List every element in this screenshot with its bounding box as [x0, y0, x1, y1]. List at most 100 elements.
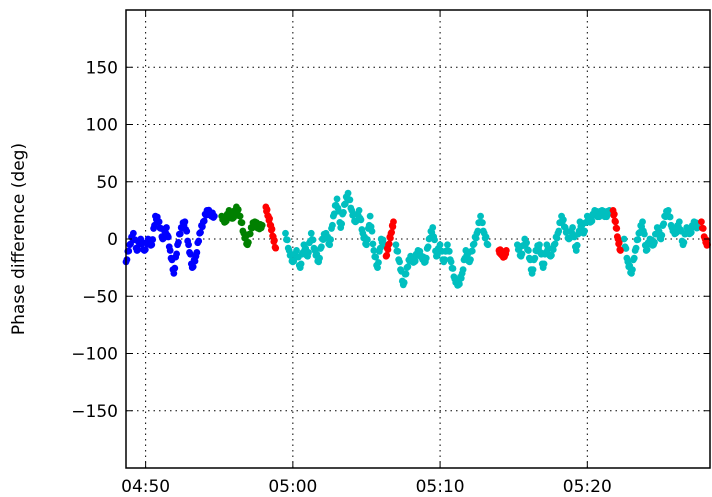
data-point: [383, 251, 391, 259]
data-point: [634, 236, 642, 243]
y-axis-label: Phase difference (deg): [9, 143, 29, 335]
x-tick-label: 05:10: [416, 477, 465, 497]
data-point: [444, 241, 451, 249]
data-point: [468, 247, 476, 255]
data-point: [326, 241, 334, 249]
data-point: [529, 266, 537, 274]
data-point: [573, 241, 581, 249]
x-tick-label: 05:20: [563, 477, 612, 497]
data-point: [355, 206, 363, 214]
data-point: [164, 233, 172, 241]
data-point: [272, 244, 280, 252]
data-point: [392, 241, 400, 249]
data-point: [375, 259, 382, 266]
data-point: [170, 269, 178, 277]
data-point: [467, 256, 474, 264]
data-point: [394, 247, 402, 255]
data-point: [404, 263, 412, 271]
data-point: [363, 241, 370, 249]
data-point: [374, 264, 381, 272]
data-point: [134, 246, 142, 253]
data-point: [651, 239, 658, 246]
data-point: [271, 237, 278, 244]
data-point: [436, 241, 444, 249]
data-point: [234, 206, 242, 213]
data-point: [369, 240, 377, 248]
data-point: [368, 227, 376, 235]
data-point: [551, 240, 559, 248]
data-point: [236, 212, 244, 220]
data-point: [297, 260, 305, 268]
data-point: [244, 239, 252, 246]
x-tick-label: 05:00: [268, 477, 317, 497]
data-point: [447, 258, 455, 266]
y-tick-label: −50: [82, 287, 118, 307]
series-1-points: [218, 203, 266, 249]
data-point: [470, 240, 478, 248]
y-tick-label: 100: [86, 116, 118, 136]
data-point: [200, 217, 208, 225]
data-point: [698, 218, 705, 226]
data-point: [185, 241, 192, 249]
data-point: [502, 247, 510, 254]
data-point: [400, 279, 408, 286]
data-point: [658, 231, 666, 239]
data-point: [664, 206, 672, 214]
data-point: [317, 243, 325, 251]
data-point: [429, 224, 437, 231]
y-tick-label: −150: [71, 402, 118, 422]
data-point: [622, 245, 630, 252]
data-point: [441, 256, 449, 264]
data-point: [305, 249, 312, 256]
data-point: [163, 224, 170, 231]
data-point: [197, 229, 204, 236]
data-point: [477, 212, 484, 220]
data-point: [329, 221, 336, 229]
data-point: [173, 250, 181, 258]
data-point: [171, 264, 179, 272]
data-point: [402, 270, 410, 278]
series-0-points: [122, 206, 218, 277]
data-point: [680, 239, 688, 246]
data-point: [459, 266, 467, 274]
data-point: [129, 229, 137, 237]
data-point: [123, 256, 131, 264]
data-point: [422, 254, 430, 262]
data-point: [385, 240, 393, 248]
data-point: [246, 230, 254, 238]
data-point: [148, 241, 156, 249]
data-point: [548, 251, 555, 259]
data-point: [588, 217, 596, 225]
data-point: [333, 195, 341, 203]
data-point: [316, 254, 323, 262]
data-point: [424, 243, 432, 251]
data-point: [612, 218, 619, 226]
data-point: [166, 247, 174, 254]
data-point: [610, 210, 618, 218]
data-point: [630, 254, 638, 262]
data-point: [363, 236, 371, 243]
data-point: [195, 237, 203, 245]
data-point: [293, 247, 300, 254]
data-point: [518, 250, 526, 258]
data-point: [620, 235, 628, 243]
data-point: [155, 218, 163, 226]
data-point: [222, 217, 230, 225]
data-point: [258, 221, 266, 229]
data-point: [474, 227, 482, 235]
x-axis-ticks: 04:50 05:00 05:10 05:20: [121, 10, 612, 497]
series-4-points: [382, 206, 711, 261]
data-point: [370, 247, 378, 254]
data-point: [309, 236, 317, 244]
data-points: [122, 189, 711, 289]
data-point: [445, 247, 453, 255]
data-point: [666, 213, 674, 221]
data-point: [175, 239, 182, 246]
data-point: [390, 218, 397, 226]
data-point: [525, 247, 532, 254]
data-point: [181, 218, 189, 226]
y-axis-ticks: 150 100 50 0 −50 −100 −150: [71, 58, 710, 422]
data-point: [346, 196, 354, 204]
data-point: [555, 227, 563, 235]
